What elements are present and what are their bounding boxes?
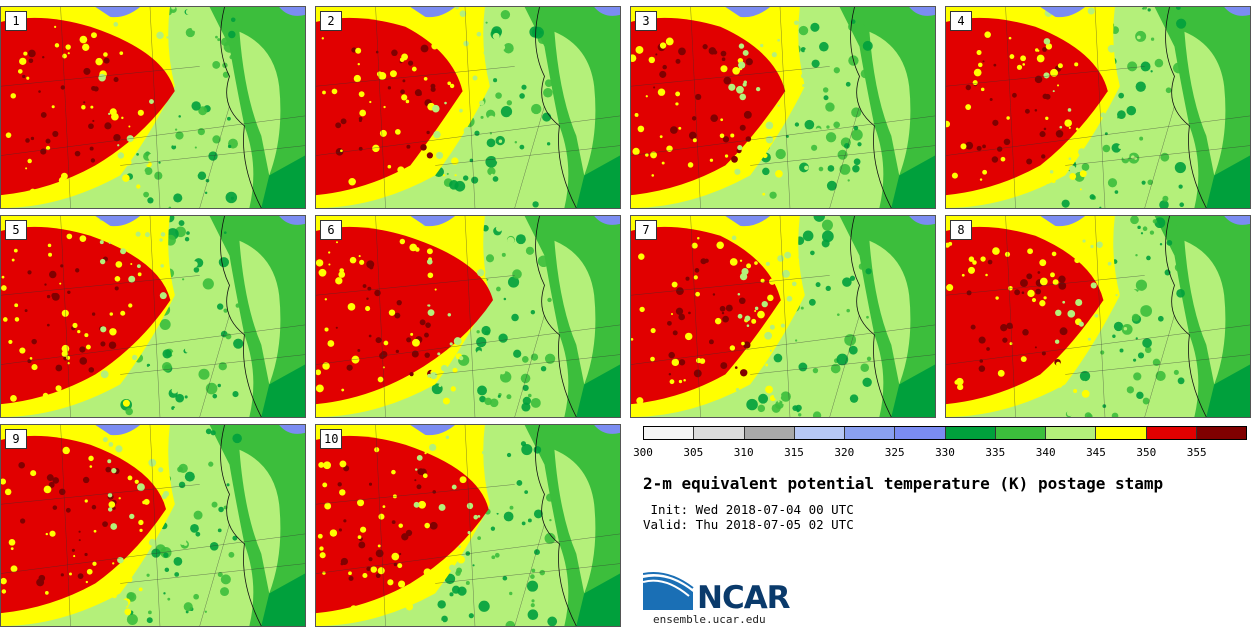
logo-url[interactable]: ensemble.ucar.edu	[653, 613, 766, 626]
map-stamp: 6	[315, 215, 621, 418]
colorbar-tick-label: 315	[784, 446, 804, 459]
colorbar-segment	[1095, 427, 1146, 439]
colorbar-tick-label: 300	[633, 446, 653, 459]
colorbar	[643, 426, 1247, 440]
map-stamp: 3	[630, 6, 936, 209]
stamp-member-number: 7	[635, 220, 657, 240]
colorbar-tick-label: 350	[1136, 446, 1157, 459]
map-stamp: 9	[0, 424, 306, 627]
colorbar-tick-label: 355	[1186, 446, 1207, 459]
map-stamp: 8	[945, 215, 1251, 418]
ncar-logo-icon	[643, 572, 694, 610]
colorbar-tick-label: 310	[733, 446, 754, 459]
map-stamp: 1	[0, 6, 306, 209]
colorbar-ticks: 300 305 310 315 320 325 330 335 340 345 350 355	[633, 446, 1247, 460]
colorbar-tick-label: 320	[834, 446, 855, 459]
map-stamp: 4	[945, 6, 1251, 209]
colorbar-tick-label: 335	[985, 446, 1006, 459]
map-stamp: 10	[315, 424, 621, 627]
colorbar-segment	[894, 427, 945, 439]
colorbar-segment	[743, 427, 794, 439]
stamp-member-number: 10	[320, 429, 343, 449]
colorbar-tick-label: 330	[935, 446, 955, 459]
colorbar-tick-label: 325	[884, 446, 905, 459]
colorbar-tick-label: 345	[1086, 446, 1106, 459]
colorbar-segment	[1145, 427, 1196, 439]
colorbar-segment	[944, 427, 995, 439]
map-stamp: 7	[630, 215, 936, 418]
stamp-member-number: 2	[320, 11, 342, 31]
colorbar-tick-label: 340	[1035, 446, 1056, 459]
stamp-member-number: 1	[5, 11, 27, 31]
stamp-member-number: 3	[635, 11, 657, 31]
colorbar-tick-label: 305	[683, 446, 704, 459]
colorbar-segment	[994, 427, 1045, 439]
stamp-member-number: 9	[5, 429, 27, 449]
init-time: Init: Wed 2018-07-04 00 UTC	[643, 502, 854, 517]
colorbar-segment	[1045, 427, 1096, 439]
map-stamp: 5	[0, 215, 306, 418]
logo-name: NCAR	[697, 580, 791, 616]
colorbar-segment	[1195, 427, 1246, 439]
colorbar-segment	[844, 427, 895, 439]
chart-title: 2-m equivalent potential temperature (K)…	[643, 474, 1164, 493]
colorbar-segment	[693, 427, 744, 439]
stamp-member-number: 5	[5, 220, 27, 240]
map-stamp: 2	[315, 6, 621, 209]
stamp-member-number: 4	[950, 11, 972, 31]
colorbar-segment	[644, 427, 694, 439]
stamp-member-number: 6	[320, 220, 342, 240]
stamp-member-number: 8	[950, 220, 972, 240]
valid-time: Valid: Thu 2018-07-05 02 UTC	[643, 517, 854, 532]
colorbar-segment	[793, 427, 844, 439]
